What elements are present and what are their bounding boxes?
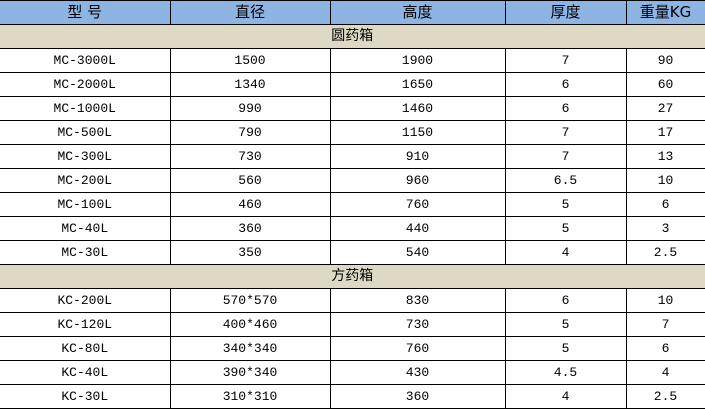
cell-model: MC-30L: [0, 240, 171, 265]
cell-diameter: 570*570: [169, 288, 331, 313]
header-thickness: 厚度: [504, 0, 627, 25]
cell-diameter: 360: [169, 216, 331, 241]
section-row: 方药箱: [0, 264, 705, 289]
cell-height: 1150: [329, 120, 506, 145]
table-row: KC-30L 310*310 360 4 2.5: [0, 384, 705, 409]
header-diameter: 直径: [169, 0, 331, 25]
cell-thickness: 5: [504, 216, 627, 241]
cell-thickness: 7: [504, 120, 627, 145]
cell-height: 1460: [329, 96, 506, 121]
cell-diameter: 1500: [169, 48, 331, 73]
cell-diameter: 790: [169, 120, 331, 145]
cell-height: 360: [329, 384, 506, 409]
cell-diameter: 460: [169, 192, 331, 217]
table-row: MC-500L 790 1150 7 17: [0, 120, 705, 145]
cell-model: MC-1000L: [0, 96, 171, 121]
cell-model: MC-200L: [0, 168, 171, 193]
table-row: MC-300L 730 910 7 13: [0, 144, 705, 169]
section-title: 方药箱: [0, 264, 705, 289]
cell-diameter: 400*460: [169, 312, 331, 337]
cell-weight: 2.5: [625, 240, 705, 265]
cell-diameter: 390*340: [169, 360, 331, 385]
header-height: 高度: [329, 0, 506, 25]
cell-model: MC-3000L: [0, 48, 171, 73]
cell-thickness: 6: [504, 288, 627, 313]
cell-height: 910: [329, 144, 506, 169]
cell-model: KC-30L: [0, 384, 171, 409]
cell-model: MC-2000L: [0, 72, 171, 97]
cell-thickness: 6.5: [504, 168, 627, 193]
section-row: 圆药箱: [0, 24, 705, 49]
cell-diameter: 560: [169, 168, 331, 193]
cell-thickness: 6: [504, 72, 627, 97]
cell-height: 1650: [329, 72, 506, 97]
header-row: 型 号 直径 高度 厚度 重量KG: [0, 0, 705, 25]
cell-diameter: 1340: [169, 72, 331, 97]
cell-weight: 10: [625, 168, 705, 193]
cell-weight: 6: [625, 192, 705, 217]
cell-diameter: 730: [169, 144, 331, 169]
cell-weight: 4: [625, 360, 705, 385]
cell-thickness: 4.5: [504, 360, 627, 385]
cell-weight: 3: [625, 216, 705, 241]
cell-height: 440: [329, 216, 506, 241]
cell-height: 760: [329, 192, 506, 217]
cell-thickness: 5: [504, 336, 627, 361]
cell-thickness: 5: [504, 192, 627, 217]
cell-height: 730: [329, 312, 506, 337]
table-row: KC-120L 400*460 730 5 7: [0, 312, 705, 337]
cell-weight: 17: [625, 120, 705, 145]
cell-height: 1900: [329, 48, 506, 73]
cell-model: MC-40L: [0, 216, 171, 241]
cell-model: MC-100L: [0, 192, 171, 217]
section-title: 圆药箱: [0, 24, 705, 49]
cell-weight: 90: [625, 48, 705, 73]
cell-thickness: 6: [504, 96, 627, 121]
cell-model: KC-200L: [0, 288, 171, 313]
cell-thickness: 4: [504, 384, 627, 409]
header-weight: 重量KG: [625, 0, 705, 25]
cell-model: MC-500L: [0, 120, 171, 145]
table-row: MC-200L 560 960 6.5 10: [0, 168, 705, 193]
cell-model: KC-120L: [0, 312, 171, 337]
table-row: KC-80L 340*340 760 5 6: [0, 336, 705, 361]
cell-model: KC-80L: [0, 336, 171, 361]
cell-diameter: 990: [169, 96, 331, 121]
cell-diameter: 350: [169, 240, 331, 265]
table-row: KC-200L 570*570 830 6 10: [0, 288, 705, 313]
cell-height: 760: [329, 336, 506, 361]
cell-height: 960: [329, 168, 506, 193]
table-row: MC-3000L 1500 1900 7 90: [0, 48, 705, 73]
table-row: KC-40L 390*340 430 4.5 4: [0, 360, 705, 385]
cell-weight: 13: [625, 144, 705, 169]
cell-height: 830: [329, 288, 506, 313]
table-row: MC-30L 350 540 4 2.5: [0, 240, 705, 265]
cell-thickness: 4: [504, 240, 627, 265]
cell-diameter: 310*310: [169, 384, 331, 409]
table-row: MC-40L 360 440 5 3: [0, 216, 705, 241]
cell-height: 430: [329, 360, 506, 385]
cell-thickness: 7: [504, 144, 627, 169]
cell-model: MC-300L: [0, 144, 171, 169]
table-row: MC-2000L 1340 1650 6 60: [0, 72, 705, 97]
cell-weight: 6: [625, 336, 705, 361]
header-model: 型 号: [0, 0, 171, 25]
cell-diameter: 340*340: [169, 336, 331, 361]
cell-thickness: 5: [504, 312, 627, 337]
table-row: MC-1000L 990 1460 6 27: [0, 96, 705, 121]
table-row: MC-100L 460 760 5 6: [0, 192, 705, 217]
cell-weight: 27: [625, 96, 705, 121]
cell-weight: 7: [625, 312, 705, 337]
cell-weight: 10: [625, 288, 705, 313]
cell-thickness: 7: [504, 48, 627, 73]
cell-weight: 2.5: [625, 384, 705, 409]
cell-height: 540: [329, 240, 506, 265]
cell-model: KC-40L: [0, 360, 171, 385]
cell-weight: 60: [625, 72, 705, 97]
